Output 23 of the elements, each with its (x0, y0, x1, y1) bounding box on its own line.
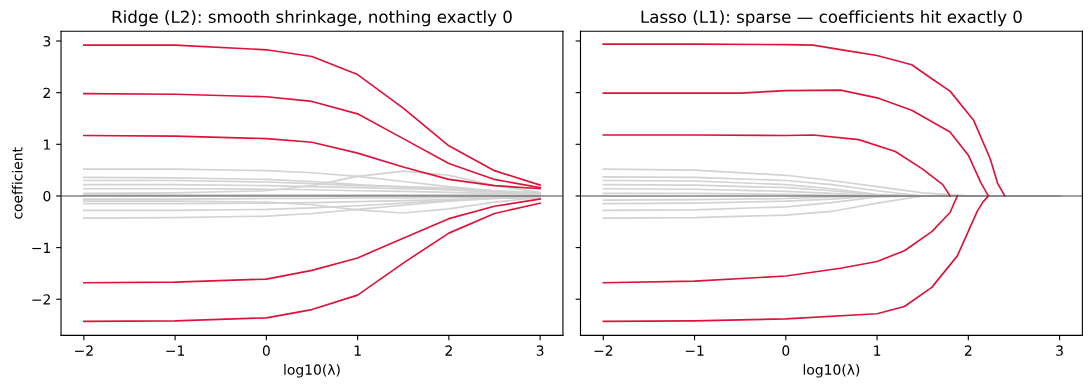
y-tick-label: 2 (43, 87, 50, 98)
chart-title: Lasso (L1): sparse — coefficients hit exactly 0 (641, 10, 1022, 27)
y-tick-label: 1 (44, 139, 51, 150)
x-axis-title: log10(λ) (803, 364, 860, 378)
y-tick-label: 3 (43, 35, 51, 47)
x-tick-label: 2 (964, 345, 972, 356)
chart-title: Ridge (L2): smooth shrinkage, nothing exactly 0 (112, 10, 512, 27)
x-tick-label: 1 (874, 345, 881, 356)
y-tick-label: −2 (32, 294, 50, 305)
x-tick-label: 1 (354, 345, 361, 356)
y-tick-label: −1 (32, 242, 51, 253)
x-tick-label: 0 (782, 345, 790, 356)
x-tick-label: 0 (262, 345, 270, 356)
x-tick-label: 3 (1056, 345, 1063, 356)
y-axis-title: coefficient (11, 147, 23, 219)
x-tick-label: −2 (594, 345, 613, 356)
x-tick-label: 3 (536, 345, 544, 356)
x-tick-label: −1 (685, 345, 704, 356)
x-tick-label: −1 (166, 345, 185, 356)
x-tick-label: −2 (75, 345, 93, 356)
x-tick-label: 2 (445, 345, 452, 356)
x-axis-title: log10(λ) (284, 364, 340, 378)
y-tick-label: 0 (43, 190, 51, 202)
